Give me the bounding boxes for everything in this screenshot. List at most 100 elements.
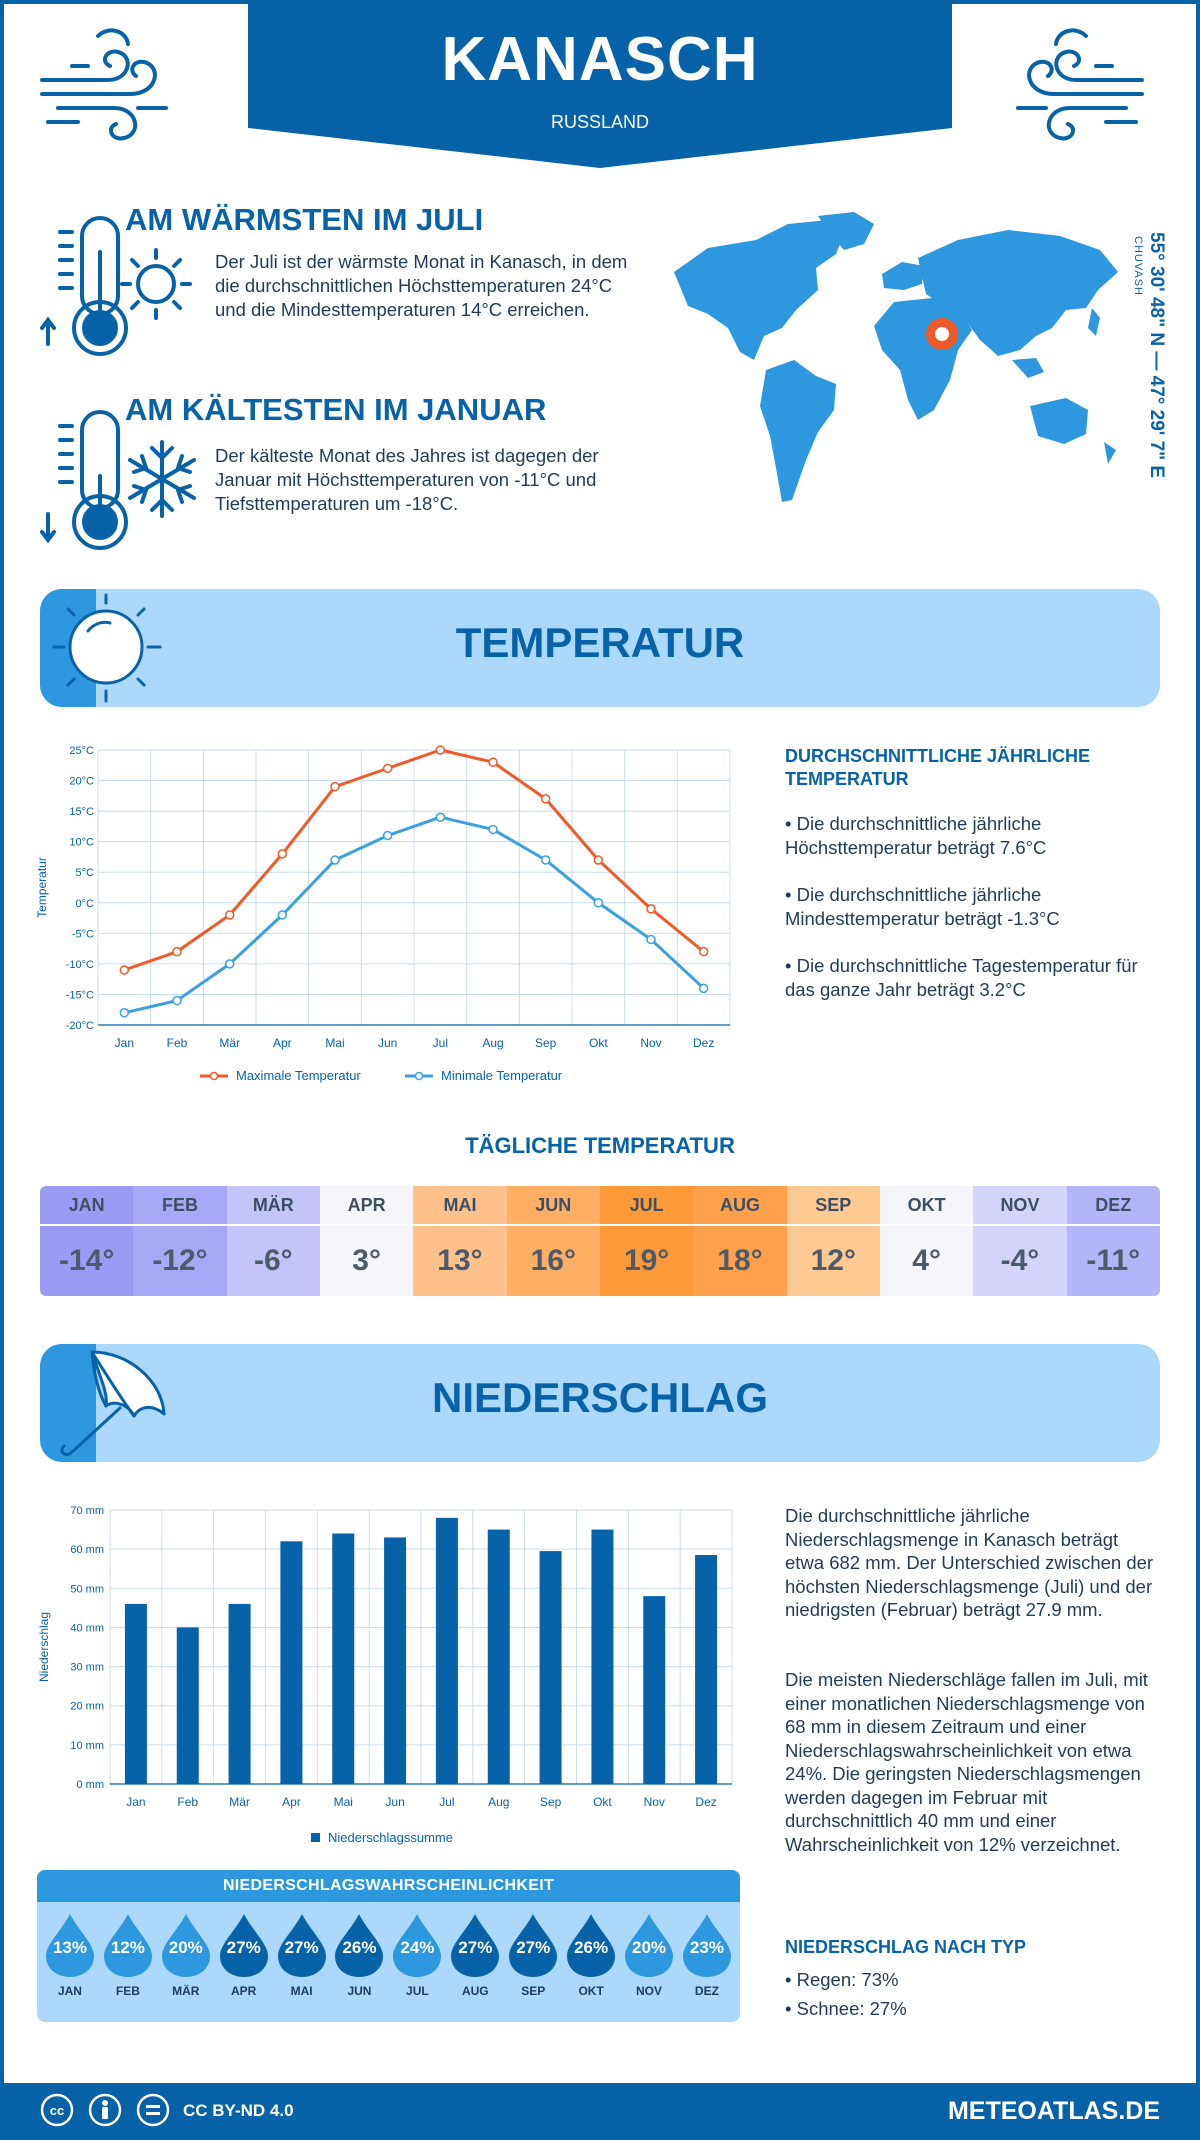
header-banner	[248, 0, 952, 168]
probability-value: 13%	[52, 1938, 87, 1957]
daily-month-label: MÄR	[226, 1186, 320, 1224]
x-tick-label: Jan	[126, 1795, 145, 1809]
world-map	[674, 212, 1118, 502]
raindrop-icon: 26%	[333, 1912, 385, 1978]
legend-marker	[209, 1071, 219, 1081]
temperature-title: TEMPERATUR	[455, 619, 745, 666]
legend-marker	[414, 1071, 424, 1081]
data-point	[698, 946, 709, 957]
legend-label: Maximale Temperatur	[236, 1068, 361, 1083]
temp-bullet-max: • Die durchschnittliche jährliche Höchst…	[785, 813, 1047, 858]
probability-month: JAN	[57, 1984, 82, 1998]
data-point	[540, 794, 551, 804]
data-point	[435, 812, 446, 822]
probability-month: NOV	[636, 1984, 663, 1998]
y-axis-label: Temperatur	[35, 857, 49, 918]
probability-title: NIEDERSCHLAGSWAHRSCHEINLICHKEIT	[37, 1870, 740, 1902]
data-point	[277, 910, 288, 920]
x-tick-label: Jun	[385, 1795, 404, 1809]
x-tick-label: Nov	[644, 1795, 665, 1809]
coldest-title: AM KÄLTESTEN IM JANUAR	[125, 392, 547, 427]
daily-temp-value: 13°	[413, 1224, 507, 1296]
daily-temp-cell: AUG 18°	[693, 1186, 787, 1296]
precip-type-snow: • Schnee: 27%	[785, 1998, 907, 2019]
data-point	[540, 855, 551, 865]
precip-paragraph-2: Die meisten Niederschläge fallen im Juli…	[785, 1669, 1148, 1855]
precip-type-rain: • Regen: 73%	[785, 1969, 899, 1990]
daily-month-label: JUN	[506, 1186, 600, 1224]
precip-bar	[384, 1537, 407, 1784]
raindrop-icon: 27%	[218, 1912, 270, 1978]
temperature-banner: TEMPERATUR	[40, 589, 1160, 707]
series-line-max	[123, 748, 705, 972]
probability-value: 23%	[689, 1938, 724, 1957]
precip-bar	[228, 1603, 251, 1784]
no-derivatives-icon	[136, 2093, 170, 2127]
y-tick-label: 10 mm	[70, 1740, 104, 1752]
daily-temp-cell: OKT 4°	[879, 1186, 974, 1296]
data-point	[172, 946, 182, 957]
precip-bar	[280, 1541, 303, 1784]
wind-icon	[40, 28, 168, 141]
daily-temp-value: 19°	[599, 1224, 694, 1296]
daily-temp-cell: JUL 19°	[599, 1186, 694, 1296]
probability-item: 27% APR	[216, 1912, 272, 2022]
banner-tab	[40, 1344, 96, 1462]
raindrop-icon: 24%	[391, 1912, 443, 1978]
coldest-text: Der kälteste Monat des Jahres ist dagege…	[215, 445, 599, 514]
daily-temp-value: 3°	[319, 1224, 414, 1296]
x-tick-label: Nov	[640, 1036, 661, 1050]
brand-link[interactable]: METEOATLAS.DE	[947, 2097, 1160, 2125]
probability-month: MAI	[290, 1984, 313, 1998]
region-label: CHUVASH	[1132, 236, 1144, 296]
coordinates: 55° 30' 48" N — 47° 29' 7" E	[1146, 232, 1167, 479]
raindrop-icon: 13%	[44, 1912, 96, 1978]
series-line-min	[123, 815, 705, 1015]
temp-bullet-min: • Die durchschnittliche jährliche Mindes…	[785, 884, 1060, 929]
probability-month: APR	[231, 1984, 257, 1998]
probability-value: 27%	[226, 1938, 261, 1957]
x-tick-label: Feb	[177, 1795, 198, 1809]
daily-month-label: SEP	[786, 1186, 880, 1224]
y-tick-label: -20°C	[66, 1020, 94, 1032]
probability-month: JUL	[406, 1984, 429, 1998]
daily-month-label: AUG	[693, 1186, 787, 1224]
city-title: KANASCH	[441, 25, 759, 94]
daily-month-label: JUL	[599, 1186, 694, 1224]
data-point	[488, 757, 498, 767]
probability-item: 12% FEB	[100, 1912, 156, 2022]
data-point	[224, 910, 235, 920]
precipitation-banner: NIEDERSCHLAG	[40, 1344, 1160, 1462]
y-tick-label: 20°C	[69, 776, 94, 788]
thermometer-warm-icon	[40, 216, 192, 356]
y-tick-label: 20 mm	[70, 1701, 104, 1713]
daily-temp-value: 18°	[693, 1224, 787, 1296]
daily-temp-cell: DEZ -11°	[1066, 1186, 1160, 1296]
raindrop-icon: 12%	[102, 1912, 154, 1978]
legend-label: Niederschlagssumme	[328, 1830, 453, 1845]
license-text: CC BY-ND 4.0	[183, 2101, 294, 2120]
umbrella-icon	[60, 1350, 166, 1456]
probability-month: AUG	[461, 1984, 489, 1998]
data-point	[435, 745, 446, 755]
x-tick-label: Jun	[378, 1036, 397, 1050]
legend-label: Minimale Temperatur	[441, 1068, 563, 1083]
x-tick-label: Apr	[282, 1795, 301, 1809]
y-tick-label: 70 mm	[70, 1505, 104, 1517]
daily-temp-cell: NOV -4°	[973, 1186, 1067, 1296]
raindrop-icon: 23%	[681, 1912, 733, 1978]
daily-temp-cell: MAI 13°	[413, 1186, 507, 1296]
precipitation-title: NIEDERSCHLAG	[431, 1374, 769, 1421]
probability-value: 27%	[458, 1938, 493, 1957]
probability-month: FEB	[115, 1984, 140, 1998]
precip-bar	[332, 1533, 355, 1784]
wind-icon	[1016, 28, 1144, 141]
daily-month-label: APR	[319, 1186, 414, 1224]
probability-item: 20% MÄR	[158, 1912, 214, 2022]
cc-icon: cc	[40, 2093, 74, 2127]
probability-value: 12%	[110, 1938, 145, 1957]
probability-row: 13% JAN 12% FEB 20% MÄR 27% APR 27% MAI 26% JUN 24% J…	[37, 1912, 740, 2022]
probability-item: 26% JUN	[331, 1912, 387, 2022]
daily-month-label: OKT	[879, 1186, 974, 1224]
sun-icon	[52, 593, 162, 703]
